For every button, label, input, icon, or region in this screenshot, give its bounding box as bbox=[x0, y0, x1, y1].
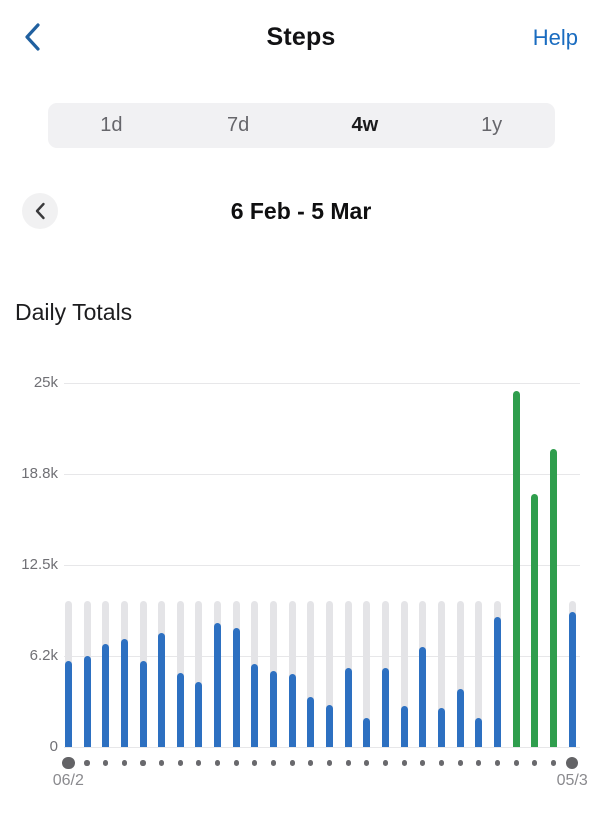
page-title: Steps bbox=[266, 23, 336, 51]
gridline bbox=[64, 656, 580, 657]
gridline bbox=[64, 474, 580, 475]
goal-bar bbox=[307, 601, 315, 747]
steps-bar[interactable] bbox=[456, 688, 464, 747]
steps-bar[interactable] bbox=[158, 633, 166, 747]
period-option-4w[interactable]: 4w bbox=[302, 103, 429, 148]
x-axis-dot bbox=[364, 760, 370, 766]
steps-bar[interactable] bbox=[419, 646, 427, 747]
steps-bar[interactable] bbox=[307, 696, 315, 747]
steps-bar[interactable] bbox=[531, 493, 539, 747]
date-range-label: 6 Feb - 5 Mar bbox=[230, 198, 372, 224]
steps-bar[interactable] bbox=[64, 661, 72, 747]
steps-bar[interactable] bbox=[102, 643, 110, 747]
goal-bar bbox=[363, 601, 371, 747]
steps-bar[interactable] bbox=[214, 623, 222, 747]
previous-period-button[interactable] bbox=[22, 193, 58, 229]
x-axis-dot bbox=[252, 760, 258, 766]
steps-bar[interactable] bbox=[288, 674, 296, 747]
x-axis-dot bbox=[233, 760, 239, 766]
period-selector: 1d 7d 4w 1y bbox=[48, 103, 555, 148]
x-axis-dot bbox=[457, 760, 463, 766]
x-axis-dot bbox=[62, 756, 75, 770]
y-axis-label: 0 bbox=[49, 738, 58, 755]
x-axis-end-label: 05/3 bbox=[556, 772, 588, 789]
steps-bar[interactable] bbox=[251, 664, 259, 747]
x-axis-dot bbox=[439, 760, 445, 766]
period-option-1y[interactable]: 1y bbox=[428, 103, 555, 148]
steps-bar[interactable] bbox=[176, 672, 184, 747]
chevron-left-icon bbox=[25, 23, 40, 51]
y-axis-label: 18.8k bbox=[21, 465, 58, 482]
gridline bbox=[64, 565, 580, 566]
goal-bar bbox=[475, 601, 483, 747]
x-axis-dot bbox=[271, 760, 277, 766]
x-axis-start-label: 06/2 bbox=[52, 772, 84, 789]
steps-bar[interactable] bbox=[195, 681, 203, 747]
back-button[interactable] bbox=[14, 18, 50, 56]
steps-bar[interactable] bbox=[363, 717, 371, 747]
x-axis-dot bbox=[177, 760, 183, 766]
steps-bar[interactable] bbox=[512, 391, 520, 747]
steps-bar[interactable] bbox=[400, 706, 408, 747]
x-axis-dot bbox=[494, 760, 501, 766]
x-axis-dot bbox=[345, 760, 351, 766]
steps-bar[interactable] bbox=[550, 448, 557, 747]
steps-bar[interactable] bbox=[326, 704, 334, 747]
steps-bar[interactable] bbox=[475, 717, 483, 747]
x-axis-dot bbox=[565, 756, 579, 770]
x-axis-dot bbox=[476, 760, 482, 766]
steps-bar[interactable] bbox=[139, 661, 147, 747]
help-button[interactable]: Help bbox=[532, 25, 578, 50]
x-axis-dot bbox=[140, 760, 146, 766]
x-axis-dot bbox=[420, 760, 426, 766]
x-axis-dot bbox=[383, 760, 389, 766]
x-axis-dot bbox=[215, 760, 221, 766]
goal-bar bbox=[456, 601, 464, 747]
x-axis-dot bbox=[532, 760, 538, 766]
x-axis-dot bbox=[401, 760, 407, 766]
goal-bar bbox=[326, 601, 334, 747]
steps-bar[interactable] bbox=[568, 611, 576, 747]
gridline bbox=[64, 383, 580, 384]
x-axis-dot bbox=[308, 760, 314, 766]
period-option-1d[interactable]: 1d bbox=[48, 103, 175, 148]
period-option-7d[interactable]: 7d bbox=[175, 103, 302, 148]
steps-bar[interactable] bbox=[232, 627, 240, 747]
goal-bar bbox=[438, 601, 446, 747]
y-axis-label: 25k bbox=[33, 374, 58, 391]
x-axis-dot bbox=[327, 760, 333, 766]
x-axis-dot bbox=[196, 760, 202, 766]
goal-bar bbox=[195, 601, 203, 747]
x-axis-dot bbox=[103, 760, 109, 766]
x-axis-dot bbox=[513, 760, 519, 766]
steps-bar[interactable] bbox=[120, 639, 128, 747]
steps-bar[interactable] bbox=[494, 617, 501, 747]
x-axis-dot bbox=[84, 760, 90, 766]
x-axis-dot bbox=[159, 760, 165, 766]
steps-bar[interactable] bbox=[382, 668, 390, 747]
chevron-left-icon bbox=[35, 202, 45, 220]
daily-totals-chart: 25k 18.8k 12.5k 6.2k 0 06/2 05/3 bbox=[0, 360, 602, 824]
x-axis-dot bbox=[121, 760, 127, 766]
x-axis-dot bbox=[289, 760, 295, 766]
y-axis-label: 6.2k bbox=[29, 647, 58, 664]
steps-bar[interactable] bbox=[83, 656, 91, 747]
gridline bbox=[64, 747, 580, 748]
y-axis-label: 12.5k bbox=[21, 556, 58, 573]
x-axis-dot bbox=[550, 760, 557, 766]
section-title: Daily Totals bbox=[15, 299, 133, 325]
steps-bar[interactable] bbox=[344, 668, 352, 747]
steps-bar[interactable] bbox=[270, 671, 278, 747]
steps-bar[interactable] bbox=[438, 707, 446, 747]
goal-bar bbox=[400, 601, 408, 747]
